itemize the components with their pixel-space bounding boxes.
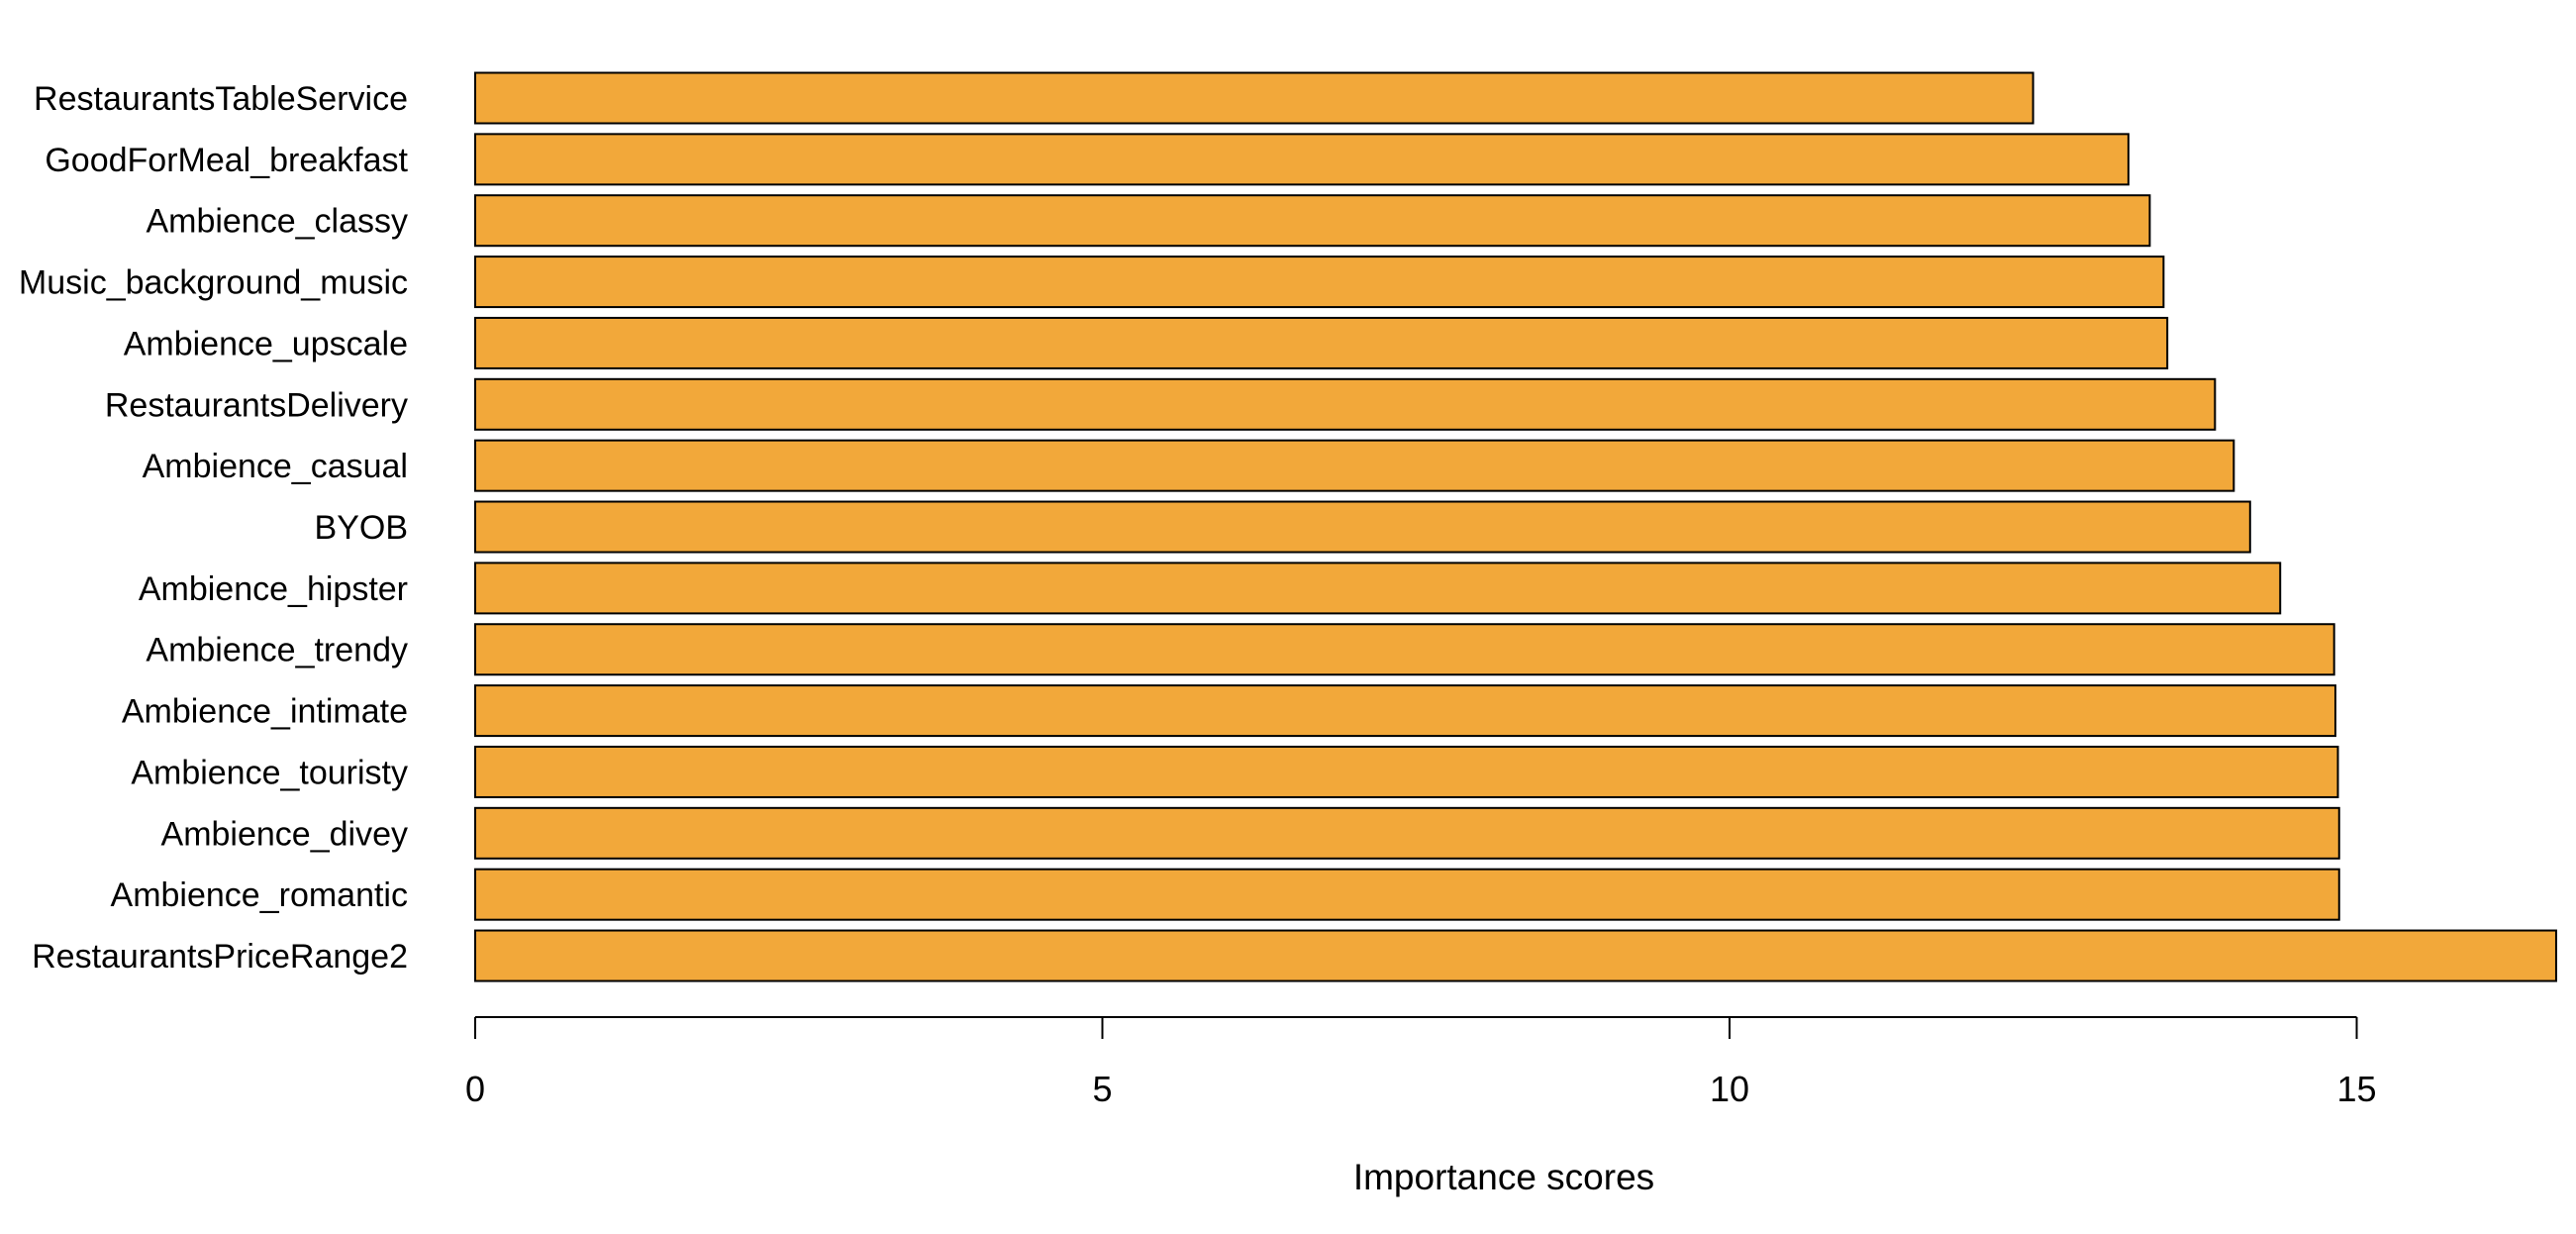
category-label: Ambience_romantic <box>111 876 408 914</box>
category-label: RestaurantsPriceRange2 <box>32 938 408 976</box>
bar <box>474 806 2340 860</box>
bars-group <box>474 71 2557 982</box>
category-label: Ambience_classy <box>146 203 408 241</box>
bar <box>474 929 2557 982</box>
category-label: RestaurantsDelivery <box>105 386 408 424</box>
bar <box>474 71 2034 125</box>
x-tick-label: 10 <box>1710 1069 1749 1109</box>
bar <box>474 500 2251 554</box>
category-label: Ambience_upscale <box>124 325 408 362</box>
x-axis-title: Importance scores <box>1353 1157 1654 1197</box>
x-tick-label: 5 <box>1092 1069 1112 1109</box>
category-label: Ambience_touristy <box>131 754 408 791</box>
x-tick-label: 15 <box>2336 1069 2376 1109</box>
category-label: GoodForMeal_breakfast <box>45 142 408 179</box>
category-label: Music_background_music <box>19 264 408 302</box>
category-label: Ambience_casual <box>143 448 408 485</box>
category-label: Ambience_trendy <box>146 632 408 669</box>
category-label: BYOB <box>315 509 408 547</box>
bar <box>474 133 2130 186</box>
bar <box>474 868 2340 921</box>
x-axis: 0 5 10 15 <box>465 1016 2377 1109</box>
bar <box>474 439 2235 492</box>
category-label: Ambience_intimate <box>122 693 408 731</box>
bar <box>474 745 2339 798</box>
category-label: RestaurantsTableService <box>34 80 408 118</box>
bar <box>474 194 2151 248</box>
bar <box>474 377 2217 431</box>
x-tick-label: 0 <box>465 1069 485 1109</box>
bar <box>474 256 2165 309</box>
category-labels-group: RestaurantsTableService GoodForMeal_break… <box>19 80 409 976</box>
bar <box>474 684 2336 738</box>
category-label: Ambience_divey <box>161 815 408 853</box>
bar <box>474 562 2282 615</box>
bar <box>474 623 2335 676</box>
bar <box>474 316 2169 369</box>
category-label: Ambience_hipster <box>139 570 408 608</box>
